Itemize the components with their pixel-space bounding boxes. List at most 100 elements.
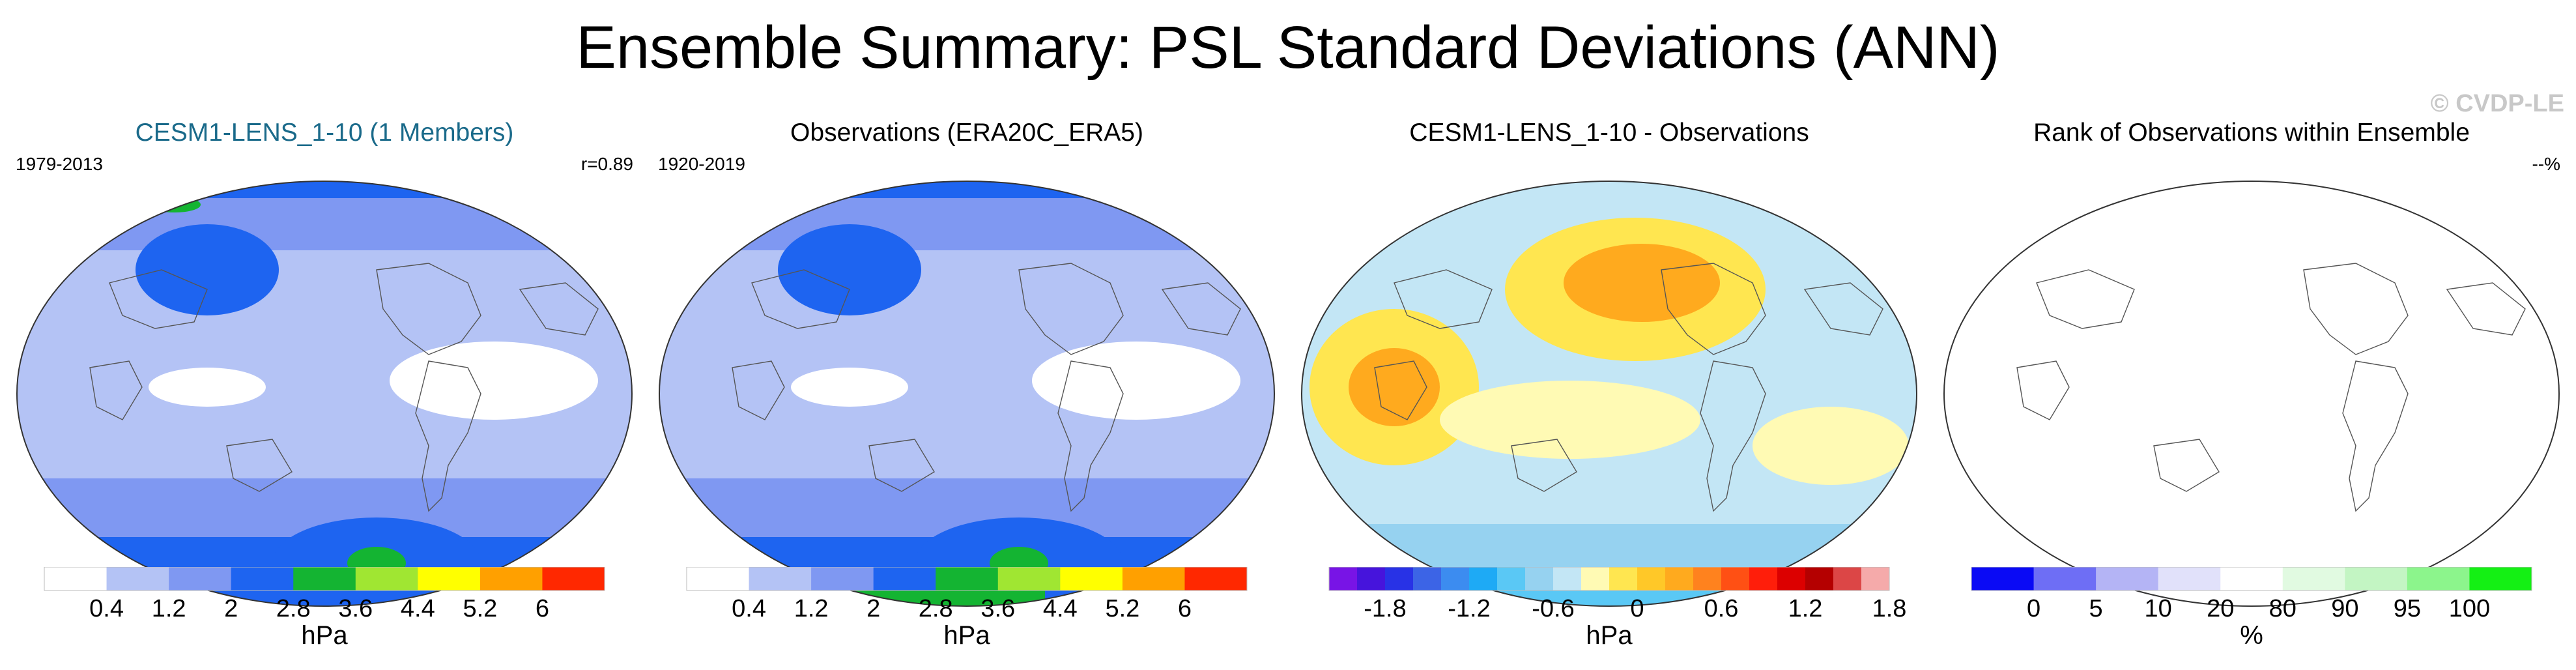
world-map <box>1301 181 1917 607</box>
colorbar-units: % <box>2240 621 2263 650</box>
colorbar-tick-label: 5.2 <box>1105 595 1139 622</box>
coastline <box>732 360 785 420</box>
colorbar-swatch <box>106 567 169 590</box>
colorbar-swatch <box>1721 567 1750 590</box>
colorbar-swatch <box>1469 567 1498 590</box>
coastline <box>2446 282 2526 336</box>
colorbar-swatch <box>2407 567 2470 590</box>
colorbar-tick-label: 0.4 <box>732 595 766 622</box>
colorbar-swatch <box>1357 567 1386 590</box>
colorbar-swatch <box>1497 567 1526 590</box>
colorbar-tick-label: 0 <box>1630 595 1644 622</box>
colorbar-tick-label: 1.8 <box>1872 595 1907 622</box>
colorbar-swatch <box>1413 567 1442 590</box>
colorbar-tick-label: 0.6 <box>1704 595 1739 622</box>
colorbar-tick-label: -1.2 <box>1448 595 1490 622</box>
coastline <box>2303 263 2409 355</box>
period-label: 1979-2013 <box>16 154 103 174</box>
map-outline <box>1943 181 2560 607</box>
colorbar-swatch <box>2345 567 2408 590</box>
colorbar-swatch <box>1665 567 1694 590</box>
panel-title: Observations (ERA20C_ERA5) <box>790 119 1143 147</box>
colorbar-tick-label: 10 <box>2145 595 2172 622</box>
colorbar-tick-label: 1.2 <box>152 595 186 622</box>
coastline <box>2016 360 2070 420</box>
world-map <box>1943 181 2560 607</box>
colorbar-swatch <box>1833 567 1862 590</box>
coastline <box>519 282 599 336</box>
colorbar-swatch <box>1777 567 1806 590</box>
coastline <box>751 269 850 329</box>
colorbar-swatch <box>2158 567 2221 590</box>
colorbar-tick-label: 0 <box>2027 595 2040 622</box>
colorbar-tick-label: 1.2 <box>794 595 829 622</box>
colorbar-swatch <box>2033 567 2097 590</box>
colorbar-swatch <box>231 567 294 590</box>
colorbar-swatch <box>2220 567 2283 590</box>
colorbar-swatch <box>1581 567 1610 590</box>
colorbar-swatch <box>169 567 232 590</box>
coastline <box>376 263 481 355</box>
map-outline <box>659 181 1275 607</box>
colorbar: 0 5 10 20 80 90 95 100% <box>1971 567 2532 650</box>
colorbar-tick-label: 2.8 <box>919 595 953 622</box>
map-outline <box>16 181 633 607</box>
colorbar-swatch <box>1693 567 1722 590</box>
coastline <box>1661 263 1766 355</box>
colorbar-tick-label: 90 <box>2331 595 2358 622</box>
coastline <box>2153 439 2220 492</box>
colorbar-swatch <box>1122 567 1185 590</box>
panel-title: CESM1-LENS_1-10 (1 Members) <box>135 119 514 147</box>
world-map <box>16 181 633 607</box>
colorbar-units: hPa <box>301 621 348 650</box>
colorbar-tick-label: 5 <box>2089 595 2103 622</box>
colorbar-swatch <box>936 567 999 590</box>
colorbar: -1.8 -1.2 -0.6 0 0.6 1.2 1.8 hPa <box>1328 567 1907 650</box>
colorbar-tick-label: 2 <box>224 595 238 622</box>
colorbar-tick-label: 0.4 <box>89 595 124 622</box>
colorbar-swatch <box>687 567 750 590</box>
colorbar-tick-label: 80 <box>2269 595 2297 622</box>
coastline <box>226 439 293 492</box>
colorbar-swatch <box>1749 567 1778 590</box>
colorbar-tick-label: -0.6 <box>1532 595 1574 622</box>
colorbar-swatch <box>479 567 543 590</box>
colorbar-swatch <box>1637 567 1666 590</box>
colorbar-tick-label: 3.6 <box>338 595 373 622</box>
colorbar-tick-label: 5.2 <box>463 595 497 622</box>
colorbar-swatch <box>1060 567 1123 590</box>
colorbar: 0.4 1.2 2 2.8 3.6 4.4 5.2 6 hPa <box>686 567 1248 650</box>
colorbar-swatch <box>749 567 812 590</box>
panel-title: Rank of Observations within Ensemble <box>2033 119 2470 147</box>
coastline <box>1394 269 1493 329</box>
colorbar-swatch <box>1385 567 1414 590</box>
colorbar-swatch <box>1525 567 1554 590</box>
colorbar-tick-label: 20 <box>2207 595 2234 622</box>
colorbar-swatch <box>1329 567 1358 590</box>
coastline <box>109 269 208 329</box>
coastline <box>2036 269 2135 329</box>
colorbar-swatch <box>2282 567 2345 590</box>
colorbar-tick-label: 4.4 <box>401 595 435 622</box>
colorbar-swatch <box>1184 567 1248 590</box>
colorbar-swatch <box>418 567 481 590</box>
colorbar-units: hPa <box>943 621 990 650</box>
panel-1: CESM1-LENS_1-10 (1 Members) 1979-2013 r=0.… <box>12 117 637 665</box>
colorbar-units: hPa <box>1586 621 1633 650</box>
stat-label: --% <box>2532 154 2560 174</box>
colorbar-tick-label: 4.4 <box>1043 595 1078 622</box>
colorbar-swatch <box>44 567 107 590</box>
colorbar-swatch <box>1441 567 1470 590</box>
coastline <box>1057 360 1124 512</box>
colorbar-swatch <box>997 567 1061 590</box>
panel-3: CESM1-LENS_1-10 - Observations -1.8 -1.2 -0… <box>1296 117 1922 665</box>
colorbar-swatch <box>293 567 356 590</box>
figure-title: Ensemble Summary: PSL Standard Deviation… <box>576 14 2000 81</box>
colorbar-swatch <box>542 567 605 590</box>
coastline <box>1511 439 1577 492</box>
coastline <box>1700 360 1766 512</box>
colorbar-swatch <box>2096 567 2159 590</box>
coastline <box>868 439 935 492</box>
map-outline <box>1301 181 1917 607</box>
colorbar-swatch <box>1861 567 1890 590</box>
